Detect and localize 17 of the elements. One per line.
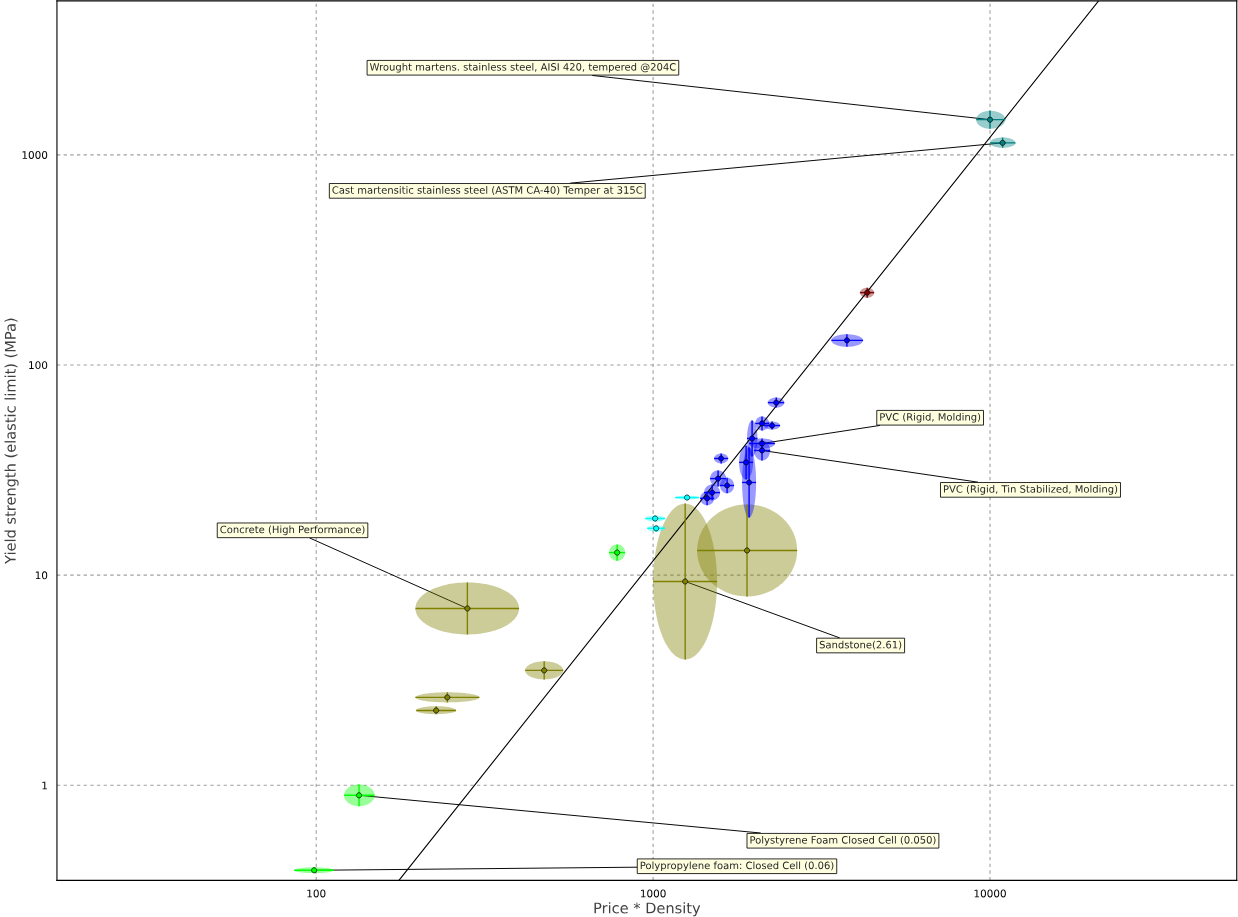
- y-tick-label: 1000: [22, 151, 48, 159]
- annotation: Cast martensitic stainless steel (ASTM CA-40) Temper at 315C: [332, 186, 643, 196]
- annotation: PVC (Rigid, Tin Stabilized, Molding): [943, 485, 1118, 495]
- annotation: Concrete (High Performance): [220, 525, 365, 536]
- x-tick-label: 10000: [974, 889, 1006, 898]
- annotation: Sandstone(2.61): [819, 640, 902, 650]
- annotation: Polystyrene Foam Closed Cell (0.050): [750, 835, 936, 846]
- y-tick-label: 1: [42, 781, 47, 790]
- annotation: Polypropylene foam: Closed Cell (0.06): [640, 861, 834, 872]
- x-tick-label: 1000: [641, 889, 666, 898]
- y-tick-label: 10: [35, 571, 48, 580]
- y-axis-title: Yield strength (elastic limit) (MPa): [4, 318, 19, 564]
- x-axis-title: Price * Density: [594, 902, 701, 917]
- annotation: Wrought martens. stainless steel, AISI 420, tempered @204C: [369, 62, 676, 73]
- y-tick-label: 100: [29, 361, 48, 370]
- annotation: PVC (Rigid, Molding): [880, 412, 981, 423]
- x-tick-label: 100: [307, 889, 326, 898]
